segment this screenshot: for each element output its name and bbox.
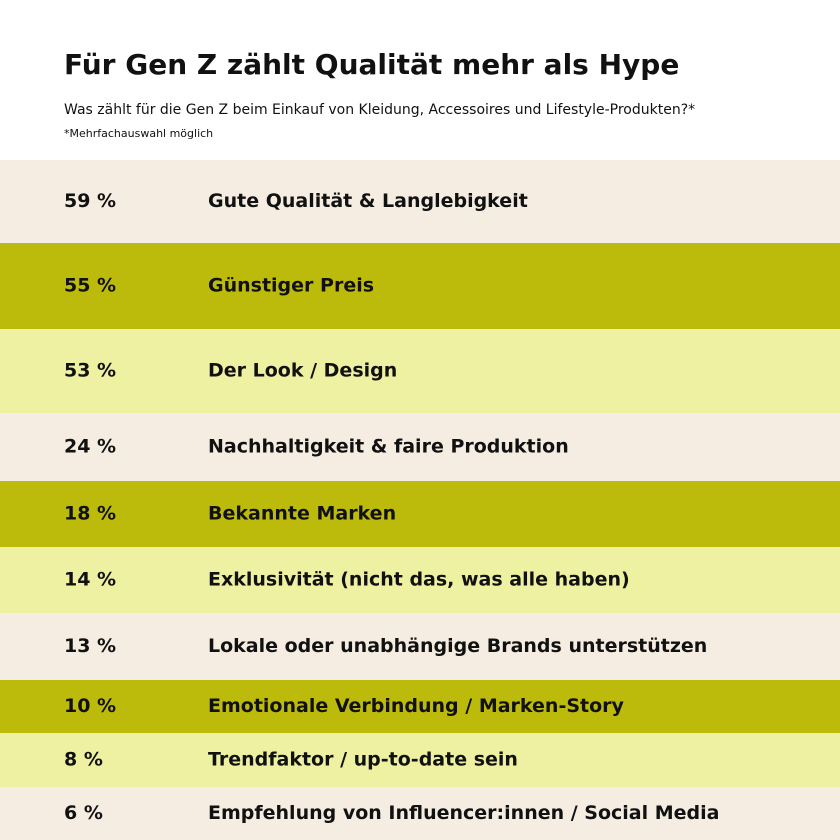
row-label: Gute Qualität & Langlebigkeit [208, 190, 528, 212]
row-band [0, 547, 840, 613]
value-label: 6 % [64, 802, 103, 824]
value-label: 13 % [64, 635, 116, 657]
chart-note: *Mehrfachauswahl möglich [64, 127, 213, 140]
row-label: Exklusivität (nicht das, was alle haben) [208, 569, 630, 591]
row-label: Lokale oder unabhängige Brands unterstüt… [208, 635, 707, 657]
chart-title: Für Gen Z zählt Qualität mehr als Hype [64, 48, 679, 81]
value-label: 18 % [64, 503, 116, 525]
row-band [0, 329, 840, 413]
row-band [0, 413, 840, 481]
row-label: Emotionale Verbindung / Marken-Story [208, 695, 625, 717]
value-label: 53 % [64, 360, 116, 382]
value-label: 10 % [64, 695, 116, 717]
row-label: Trendfaktor / up-to-date sein [208, 749, 518, 771]
row-band [0, 481, 840, 547]
row-band [0, 613, 840, 680]
chart-subtitle: Was zählt für die Gen Z beim Einkauf von… [64, 102, 695, 118]
row-label: Empfehlung von Influencer:innen / Social… [208, 802, 720, 824]
row-band [0, 160, 840, 243]
row-label: Der Look / Design [208, 360, 397, 382]
value-label: 59 % [64, 190, 116, 212]
row-label: Nachhaltigkeit & faire Produktion [208, 436, 569, 458]
row-label: Günstiger Preis [208, 275, 374, 297]
row-band [0, 243, 840, 329]
value-label: 55 % [64, 275, 116, 297]
value-label: 24 % [64, 436, 116, 458]
row-band [0, 680, 840, 733]
value-label: 8 % [64, 749, 103, 771]
row-band [0, 733, 840, 787]
row-label: Bekannte Marken [208, 503, 396, 525]
row-band [0, 787, 840, 840]
value-label: 14 % [64, 569, 116, 591]
